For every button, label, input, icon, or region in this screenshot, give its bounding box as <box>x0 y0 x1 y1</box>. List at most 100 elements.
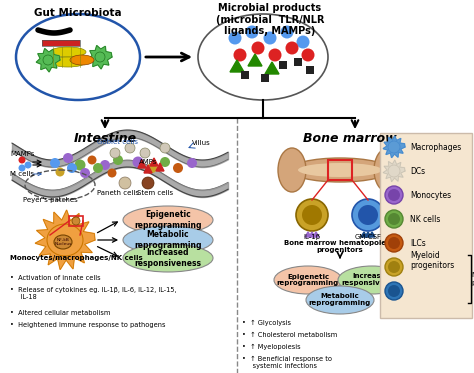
Text: Gut Microbiota: Gut Microbiota <box>34 8 122 18</box>
Bar <box>42 40 80 46</box>
Text: Metabolic
reprogramming: Metabolic reprogramming <box>134 230 202 250</box>
Text: Microbial products
(microbial  TLR/NLR
ligands, MAMPs): Microbial products (microbial TLR/NLR li… <box>216 3 324 36</box>
Text: •  ↑ Beneficial response to
     systemic infections: • ↑ Beneficial response to systemic infe… <box>242 356 332 369</box>
Circle shape <box>108 169 117 178</box>
Circle shape <box>388 165 400 177</box>
Ellipse shape <box>123 206 213 234</box>
Polygon shape <box>313 232 319 237</box>
Polygon shape <box>305 232 311 237</box>
Text: Myeloid
progenitors: Myeloid progenitors <box>471 273 474 285</box>
Circle shape <box>50 158 60 168</box>
Polygon shape <box>230 60 244 72</box>
Circle shape <box>385 210 403 228</box>
Ellipse shape <box>198 14 328 100</box>
Circle shape <box>385 186 403 204</box>
Text: Increased
responsiveness: Increased responsiveness <box>341 273 403 286</box>
Bar <box>306 66 314 74</box>
Circle shape <box>25 162 31 169</box>
Circle shape <box>301 48 315 62</box>
Circle shape <box>252 41 264 54</box>
Circle shape <box>246 25 258 38</box>
Circle shape <box>133 157 144 167</box>
Circle shape <box>18 164 26 172</box>
Text: Villus: Villus <box>192 140 211 146</box>
Bar <box>42 40 80 46</box>
Circle shape <box>63 153 73 163</box>
Polygon shape <box>36 48 60 72</box>
Text: MAMPs: MAMPs <box>10 151 35 157</box>
Text: NF-kB
Nucleus: NF-kB Nucleus <box>55 238 72 246</box>
Bar <box>328 160 352 180</box>
Circle shape <box>140 148 150 158</box>
Polygon shape <box>265 62 279 74</box>
Circle shape <box>43 55 53 65</box>
Circle shape <box>173 163 183 173</box>
Circle shape <box>234 48 246 62</box>
Bar <box>279 61 287 69</box>
Circle shape <box>385 282 403 300</box>
Text: •  Heightened immune response to pathogens: • Heightened immune response to pathogen… <box>10 322 165 328</box>
Bar <box>380 133 472 318</box>
Text: Paneth cells: Paneth cells <box>97 190 139 196</box>
Circle shape <box>142 177 154 189</box>
Text: •  ↑ Glycolysis: • ↑ Glycolysis <box>242 320 291 326</box>
Text: •  ↑ Cholesterol metabolism: • ↑ Cholesterol metabolism <box>242 332 337 338</box>
Text: ILCs: ILCs <box>410 238 426 248</box>
Circle shape <box>297 35 310 48</box>
Ellipse shape <box>123 244 213 272</box>
Polygon shape <box>144 165 152 173</box>
Text: Epigenetic
reprogramming: Epigenetic reprogramming <box>277 273 339 286</box>
Ellipse shape <box>47 224 83 256</box>
Text: Peyer's patches: Peyer's patches <box>23 197 77 203</box>
Circle shape <box>268 48 282 62</box>
Polygon shape <box>35 210 95 270</box>
Ellipse shape <box>278 148 306 192</box>
Ellipse shape <box>123 226 213 254</box>
Ellipse shape <box>290 158 390 182</box>
Circle shape <box>80 168 90 178</box>
Ellipse shape <box>50 47 86 57</box>
Polygon shape <box>248 54 262 66</box>
Text: Metabolic
reprogramming: Metabolic reprogramming <box>309 294 371 307</box>
Circle shape <box>388 141 400 153</box>
Text: •  Release of cytokines eg. IL-1β, IL-6, IL-12, IL-15,
     IL-18: • Release of cytokines eg. IL-1β, IL-6, … <box>10 287 176 300</box>
Text: Macrophages: Macrophages <box>410 142 461 151</box>
Text: Stem cells: Stem cells <box>137 190 173 196</box>
Circle shape <box>358 205 378 225</box>
Polygon shape <box>156 163 164 171</box>
Circle shape <box>388 189 400 201</box>
Circle shape <box>352 199 384 231</box>
Text: Monocytes/macrophages/NK cells: Monocytes/macrophages/NK cells <box>10 255 143 261</box>
Ellipse shape <box>338 266 406 294</box>
Circle shape <box>74 160 85 170</box>
Circle shape <box>147 163 157 173</box>
Circle shape <box>385 234 403 252</box>
Circle shape <box>385 258 403 276</box>
Text: Epigenetic
reprogramming: Epigenetic reprogramming <box>134 210 202 230</box>
Text: IL-1β: IL-1β <box>303 234 320 240</box>
Circle shape <box>67 163 77 173</box>
Circle shape <box>125 143 135 153</box>
Circle shape <box>281 25 293 38</box>
Ellipse shape <box>16 14 140 100</box>
Circle shape <box>302 205 322 225</box>
Ellipse shape <box>50 57 86 67</box>
Circle shape <box>388 213 400 225</box>
Circle shape <box>187 158 197 168</box>
Ellipse shape <box>274 266 342 294</box>
Text: progenitors: progenitors <box>410 260 454 270</box>
Circle shape <box>55 167 64 176</box>
Ellipse shape <box>306 286 374 314</box>
Circle shape <box>228 31 241 44</box>
Text: GM-CSF: GM-CSF <box>355 234 382 240</box>
Text: Bone marrow hematopoietic
progenitors: Bone marrow hematopoietic progenitors <box>284 240 396 253</box>
Ellipse shape <box>70 55 94 65</box>
Circle shape <box>264 31 276 44</box>
Text: Increased
responsiveness: Increased responsiveness <box>135 248 201 268</box>
Circle shape <box>160 143 170 153</box>
Text: Myeloid: Myeloid <box>410 251 440 260</box>
Polygon shape <box>88 46 112 69</box>
Text: Goblet cells: Goblet cells <box>98 139 138 145</box>
Circle shape <box>72 217 80 225</box>
Polygon shape <box>150 158 158 166</box>
